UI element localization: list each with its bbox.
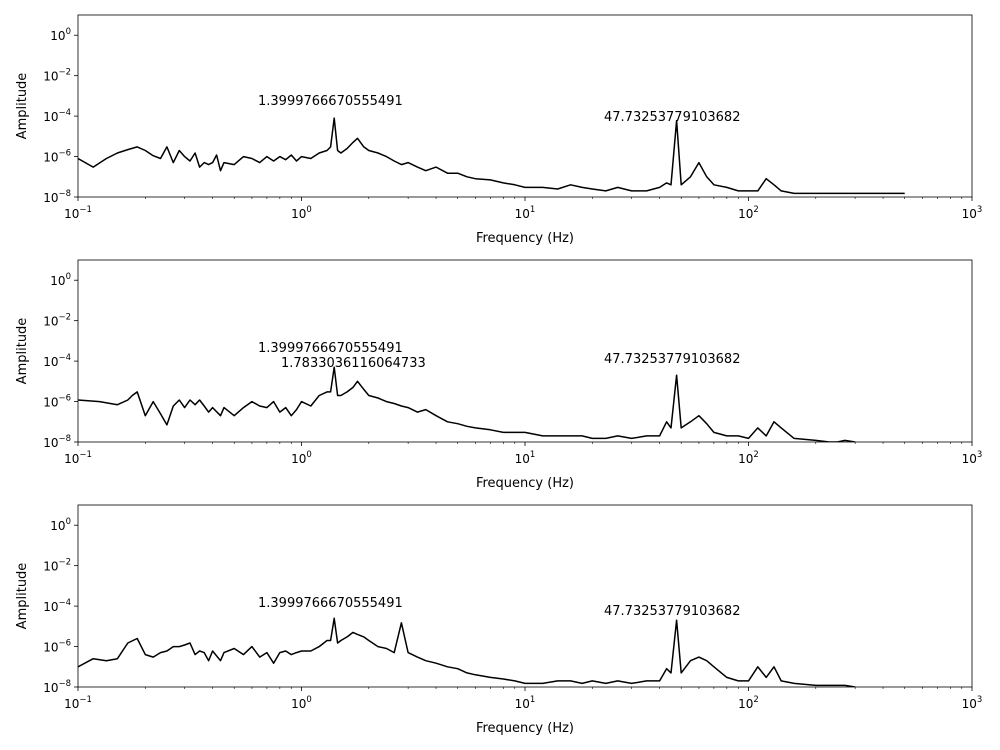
y-axis-label: Amplitude (15, 73, 30, 140)
y-tick-label: 10−8 (43, 189, 71, 205)
x-tick-label: 10−1 (64, 205, 92, 221)
x-tick-label: 101 (515, 205, 536, 221)
y-tick-label: 10−2 (43, 313, 71, 329)
y-tick-label: 10−4 (43, 598, 71, 614)
y-axis-label: Amplitude (15, 563, 30, 630)
y-tick-label: 100 (50, 517, 71, 533)
x-tick-label: 103 (962, 695, 983, 711)
x-tick-label: 101 (515, 695, 536, 711)
axes-frame (77, 259, 973, 443)
x-axis-label: Frequency (Hz) (476, 231, 574, 246)
x-tick-label: 10−1 (64, 695, 92, 711)
x-tick-label: 100 (291, 695, 312, 711)
subplot-c: 10−1 100 101 102 103 10−8 10−6 10−4 10−2 100 Frequ… (15, 504, 983, 736)
peak-annotation: 1.3999766670555491 (258, 596, 403, 611)
y-axis-label: Amplitude (15, 318, 30, 385)
y-tick-label: 10−6 (43, 149, 71, 165)
peak-annotation: 1.3999766670555491 (258, 341, 403, 356)
spectrum-line (78, 617, 856, 687)
x-axis-label: Frequency (Hz) (476, 721, 574, 736)
y-tick-label: 10−6 (43, 394, 71, 410)
y-tick-label: 10−2 (43, 558, 71, 574)
y-tick-label: 10−8 (43, 434, 71, 450)
subplot-b: 10−1 100 101 102 103 10−8 10−6 10−4 10−2 100 Frequ… (15, 259, 983, 491)
y-tick-label: 100 (50, 272, 71, 288)
y-tick-label: 10−8 (43, 679, 71, 695)
y-tick-label: 10−2 (43, 68, 71, 84)
x-tick-label: 103 (962, 205, 983, 221)
y-tick-label: 10−4 (43, 353, 71, 369)
peak-annotation: 47.73253779103682 (604, 110, 740, 125)
x-axis-label: Frequency (Hz) (476, 476, 574, 491)
peak-annotation: 1.7833036116064733 (281, 356, 426, 371)
axes-frame (77, 14, 973, 198)
x-tick-label: 101 (515, 450, 536, 466)
y-tick-label: 10−6 (43, 639, 71, 655)
spectrum-line (78, 366, 856, 442)
x-tick-label: 102 (738, 205, 759, 221)
axes-frame (77, 504, 973, 688)
x-tick-label: 100 (291, 205, 312, 221)
peak-annotation: 47.73253779103682 (604, 604, 740, 619)
x-tick-label: 10−1 (64, 450, 92, 466)
y-tick-label: 100 (50, 27, 71, 43)
x-tick-label: 103 (962, 450, 983, 466)
y-tick-label: 10−4 (43, 108, 71, 124)
subplot-a: 10−1 100 101 102 103 10−8 10−6 10−4 10−2 100 Frequ… (15, 14, 983, 246)
x-tick-label: 102 (738, 450, 759, 466)
spectrum-line (78, 117, 905, 195)
peak-annotation: 47.73253779103682 (604, 352, 740, 367)
x-tick-label: 100 (291, 450, 312, 466)
peak-annotation: 1.3999766670555491 (258, 94, 403, 109)
x-tick-label: 102 (738, 695, 759, 711)
